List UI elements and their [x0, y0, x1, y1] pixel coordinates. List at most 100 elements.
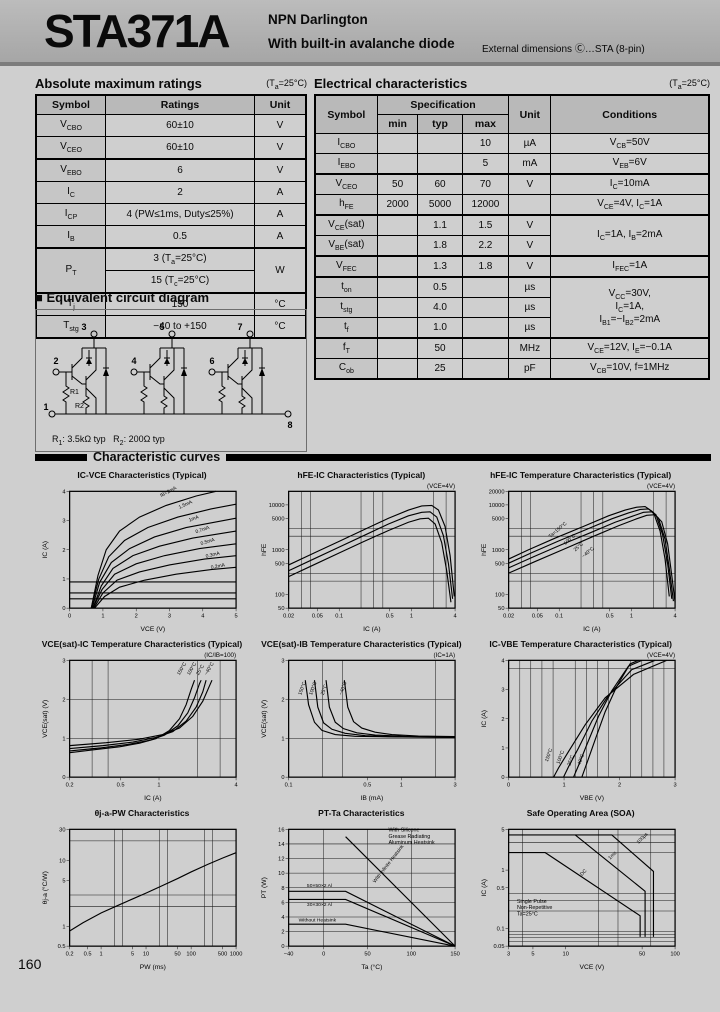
svg-text:−40°C: −40°C [338, 680, 349, 696]
conditions-cell: VCB=10V, f=1MHz [550, 358, 710, 380]
chart-canvas: 3 5 10 50 100 0.05 0.1 0.5 1 5 DC 1ms 100µs Single Pu… [481, 827, 680, 970]
conditions-cell: VCE=12V, IE=−0.1A [550, 337, 710, 359]
svg-text:20000: 20000 [488, 489, 504, 495]
symbol-cell: VBE(sat) [314, 235, 378, 257]
external-dimensions-note: External dimensions Ⓒ…STA (8-pin) [482, 44, 645, 55]
svg-text:IC (A): IC (A) [144, 795, 162, 802]
rating-cell: 60±10 [105, 114, 255, 137]
rating-cell: 60±10 [105, 136, 255, 160]
max-cell [461, 317, 510, 339]
svg-text:1000: 1000 [492, 548, 505, 554]
svg-text:10: 10 [279, 871, 285, 877]
elec-table: Symbol Specification Unit Conditions min… [314, 94, 710, 380]
min-cell [376, 133, 419, 154]
svg-text:1: 1 [100, 951, 103, 957]
chart-title: IC-VBE Temperature Characteristics (Typi… [489, 639, 672, 649]
svg-text:4: 4 [282, 915, 285, 921]
svg-text:0: 0 [282, 944, 285, 950]
abs-max-title-row: Absolute maximum ratings (Ta=25°C) [35, 76, 307, 91]
col-ratings: Ratings [105, 94, 255, 115]
chart-title: hFE-IC Characteristics (Typical) [297, 470, 426, 480]
svg-text:IC (A): IC (A) [583, 626, 601, 633]
chart-canvas: 0.02 0.05 0.1 0.5 1 4 50 100 500 1000 5000 10000 200… [481, 483, 677, 633]
unit-cell: A [254, 203, 307, 226]
bar-right [226, 453, 711, 461]
svg-text:1: 1 [501, 746, 504, 752]
svg-text:100: 100 [186, 951, 195, 957]
conditions-cell: VEB=6V [550, 153, 710, 175]
circuit-diagram: 1 8 2 3 R1 R2 [43, 322, 292, 430]
chart-title: Safe Operating Area (SOA) [526, 808, 635, 818]
svg-text:3: 3 [673, 782, 676, 788]
unit-cell: mA [508, 153, 552, 175]
unit-cell: V [508, 173, 552, 195]
svg-text:0.7mA: 0.7mA [195, 525, 211, 536]
typ-cell: 25 [417, 358, 463, 380]
svg-text:With Silicone: With Silicone [389, 828, 420, 834]
svg-text:0: 0 [507, 782, 510, 788]
chart-hfe-ic: hFE-IC Characteristics (Typical) 0.02 0.05… [255, 470, 467, 634]
svg-text:0.5: 0.5 [84, 951, 92, 957]
subtitle-line1: NPN Darlington [268, 12, 368, 27]
max-cell [461, 276, 510, 298]
svg-text:30×30×2 Al: 30×30×2 Al [307, 902, 332, 908]
elec-body: ICBO 10 µA VCB=50V IEBO 5 mA VEB=6V VCEO 50 60 70 V I… [314, 133, 710, 380]
unit-cell: V [254, 158, 307, 182]
svg-text:25°C: 25°C [566, 754, 576, 767]
typ-cell: 0.5 [417, 276, 463, 298]
typ-cell [417, 153, 463, 175]
chart-title: θj-a-PW Characteristics [94, 808, 190, 818]
svg-text:0: 0 [62, 606, 65, 612]
chart-title: hFE-IC Temperature Characteristics (Typi… [490, 470, 672, 480]
svg-text:25°C: 25°C [572, 541, 585, 553]
pin-8-label: 8 [287, 420, 292, 430]
svg-text:4: 4 [454, 613, 457, 619]
symbol-cell: Cob [314, 358, 378, 380]
table-row: hFE 2000 5000 12000 VCE=4V, IC=1A [314, 194, 710, 216]
unit-cell: V [508, 214, 552, 236]
svg-text:(VCE=4V): (VCE=4V) [427, 483, 455, 490]
typ-cell: 50 [417, 337, 463, 359]
svg-text:0.02: 0.02 [503, 613, 514, 619]
min-cell: 2000 [376, 194, 419, 216]
svg-text:0: 0 [501, 775, 504, 781]
svg-text:(VCE=4V): (VCE=4V) [647, 483, 675, 490]
svg-text:100: 100 [275, 593, 284, 599]
svg-text:12: 12 [279, 857, 285, 863]
col-specification: Specification [376, 94, 510, 115]
svg-text:1: 1 [62, 736, 65, 742]
typ-cell: 4.0 [417, 297, 463, 318]
svg-text:0.1: 0.1 [496, 927, 504, 933]
svg-text:500: 500 [275, 561, 284, 567]
svg-text:IC (A): IC (A) [363, 626, 381, 633]
characteristic-curves-title: Characteristic curves [93, 450, 221, 464]
svg-text:0.2mA: 0.2mA [210, 562, 226, 571]
pin-4-label: 4 [131, 356, 136, 366]
table-row: tstg 4.0 µs [314, 297, 709, 318]
min-cell [376, 317, 419, 339]
table-row: fT 50 MHz VCE=12V, IE=−0.1A [314, 337, 710, 359]
table-row: VFEC 1.3 1.8 V IFEC=1A [314, 255, 710, 278]
unit-cell: µs [508, 317, 552, 339]
svg-text:5: 5 [131, 951, 134, 957]
abs-max-title: Absolute maximum ratings [35, 76, 202, 91]
svg-text:1: 1 [62, 924, 65, 930]
table-row: ton 0.5 µs VCC=30V, IC=1A, IB1=−IB2=2mA [314, 276, 710, 339]
table-row: VCBO 60±10 V [35, 114, 307, 137]
svg-text:500: 500 [218, 951, 227, 957]
symbol-cell: VCBO [35, 114, 106, 137]
darlington-cell-1: 2 3 R1 R2 [52, 322, 109, 414]
chart-ic-vbe: IC-VBE Temperature Characteristics (Typi… [475, 639, 687, 803]
svg-text:4: 4 [234, 782, 237, 788]
max-cell [461, 358, 510, 380]
rating-cell: 0.5 [105, 225, 255, 249]
chart-vcesat-ic: VCE(sat)-IC Temperature Characteristics … [36, 639, 248, 803]
chart-canvas: 0.1 0.5 1 3 0 1 2 3 150°C 100°C 25°C −40°C (IC=1A) IB… [261, 652, 457, 802]
chart-canvas: 0.2 0.5 1 40123150°C100°C25°C−40°C(IC/IB=10… [42, 652, 238, 802]
svg-text:1: 1 [62, 577, 65, 583]
chart-ic-vce: IC-VCE Characteristics (Typical) 0 1 2 3 4 5 0 1… [36, 470, 248, 634]
max-cell: 2.2 [461, 235, 510, 257]
svg-text:5: 5 [501, 827, 504, 833]
part-number: STA371A [44, 5, 231, 57]
